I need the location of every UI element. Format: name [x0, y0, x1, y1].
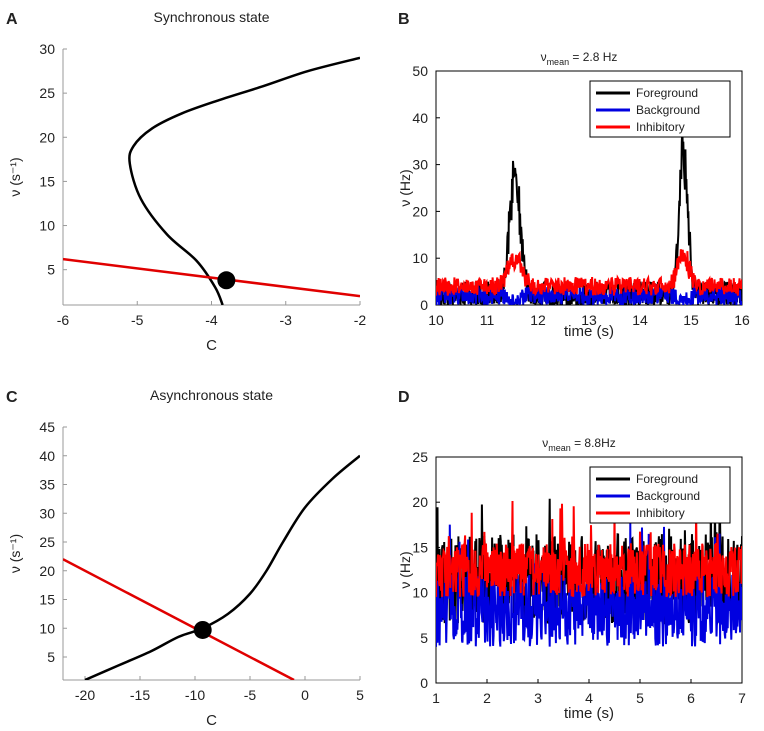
y-tick-label: 50: [412, 63, 428, 79]
y-tick-label: 5: [47, 262, 55, 278]
y-tick-label: 45: [39, 419, 55, 435]
legend-label-foreground: Foreground: [636, 86, 698, 100]
x-tick-label: -5: [244, 687, 257, 703]
x-tick-label: 7: [738, 690, 746, 706]
y-tick-label: 10: [39, 620, 55, 636]
x-axis-label: C: [206, 712, 217, 729]
x-tick-label: 1: [432, 690, 440, 706]
y-tick-label: 10: [412, 585, 428, 601]
y-tick-label: 10: [39, 218, 55, 234]
fixed-point-marker: [193, 620, 212, 639]
legend-label-inhibitory: Inhibitory: [636, 506, 685, 520]
x-tick-label: -2: [354, 312, 367, 328]
y-axis-label: ν (Hz): [397, 169, 413, 206]
panel-a-synchronous-nullcline: Synchronous state -6 -5 -4 -3 -2 5 10 15 20 25 30 Cν…: [7, 9, 366, 354]
x-tick-label: 3: [534, 690, 542, 706]
x-tick-label: 11: [480, 312, 495, 328]
title-subscript: mean: [547, 57, 570, 67]
y-axis-label: ν (s⁻¹): [7, 157, 23, 196]
plot-area: [436, 129, 742, 305]
y-tick-label: 30: [39, 41, 55, 57]
y-tick-label: 5: [47, 649, 55, 665]
y-tick-label: 25: [39, 85, 55, 101]
x-tick-label: 5: [356, 687, 364, 703]
x-tick-label: -20: [75, 687, 95, 703]
x-tick-label: -5: [131, 312, 144, 328]
plot-area: [63, 56, 360, 305]
chart-title: Synchronous state: [154, 9, 270, 25]
title-symbol: ν: [541, 50, 547, 64]
x-tick-label: 2: [483, 690, 491, 706]
chart-title: Asynchronous state: [150, 387, 273, 403]
y-tick-label: 15: [39, 173, 55, 189]
x-tick-label: 15: [683, 312, 699, 328]
series-line-fixed-point-curve: [84, 454, 360, 680]
legend-label-inhibitory: Inhibitory: [636, 120, 685, 134]
panel-d-asynchronous-rates: νmean = 8.8Hz 1 2 3 4 5 6 7 0 5 10 15 20 25 time (s) ν …: [397, 436, 746, 722]
x-tick-label: -3: [280, 312, 293, 328]
y-axis-label: ν (Hz): [397, 551, 413, 588]
title-value: = 8.8Hz: [571, 436, 616, 450]
x-tick-label: 10: [428, 312, 444, 328]
series-line-linear-constraint: [63, 257, 360, 298]
fixed-point-marker: [217, 271, 236, 290]
panel-letter-b: B: [398, 11, 410, 28]
series-line-inhibitory: [436, 249, 742, 297]
y-tick-label: 5: [420, 630, 428, 646]
x-tick-label: 6: [687, 690, 695, 706]
x-tick-label: 16: [734, 312, 750, 328]
x-axis-label: time (s): [564, 323, 614, 340]
x-tick-label: 4: [585, 690, 593, 706]
y-tick-label: 20: [39, 129, 55, 145]
x-tick-label: 0: [301, 687, 309, 703]
plot-area: [436, 491, 742, 647]
panel-letter-d: D: [398, 389, 410, 406]
y-axis-label: ν (s⁻¹): [7, 534, 23, 573]
plot-area: [63, 454, 360, 680]
y-tick-label: 0: [420, 675, 428, 691]
x-tick-label: 5: [636, 690, 644, 706]
x-tick-label: 14: [632, 312, 648, 328]
y-tick-label: 15: [39, 592, 55, 608]
series-line-fixed-point-curve: [128, 56, 360, 305]
y-tick-label: 40: [39, 448, 55, 464]
y-tick-label: 0: [420, 297, 428, 313]
y-tick-label: 20: [412, 203, 428, 219]
y-tick-label: 40: [412, 110, 428, 126]
x-axis-label: C: [206, 337, 217, 354]
title-value: = 2.8 Hz: [569, 50, 617, 64]
legend-label-background: Background: [636, 489, 700, 503]
y-tick-label: 10: [412, 250, 428, 266]
y-tick-label: 25: [412, 449, 428, 465]
series-line-background: [436, 283, 742, 305]
legend-label-background: Background: [636, 103, 700, 117]
x-tick-label: -6: [57, 312, 70, 328]
y-tick-label: 35: [39, 477, 55, 493]
y-tick-label: 30: [412, 157, 428, 173]
panel-letter-c: C: [6, 389, 18, 406]
title-symbol: ν: [542, 436, 548, 450]
y-tick-label: 20: [412, 494, 428, 510]
x-tick-label: 12: [530, 312, 546, 328]
x-tick-label: -10: [185, 687, 205, 703]
panel-c-asynchronous-nullcline: Asynchronous state -20 -15 -10 -5 0 5 5 10 15 20 25…: [7, 387, 364, 729]
x-tick-label: 13: [581, 312, 597, 328]
y-tick-label: 20: [39, 563, 55, 579]
y-tick-label: 30: [39, 505, 55, 521]
series-line-inhibitory: [436, 500, 742, 598]
y-tick-label: 15: [412, 539, 428, 555]
panel-letter-a: A: [6, 11, 18, 28]
x-tick-label: -15: [130, 687, 150, 703]
title-subscript: mean: [548, 443, 571, 453]
legend-label-foreground: Foreground: [636, 472, 698, 486]
chart-title: νmean = 8.8Hz: [542, 436, 616, 453]
x-axis-label: time (s): [564, 705, 614, 722]
y-tick-label: 25: [39, 534, 55, 550]
chart-title: νmean = 2.8 Hz: [541, 50, 618, 67]
x-tick-label: -4: [205, 312, 218, 328]
series-line-linear-constraint: [63, 558, 295, 680]
